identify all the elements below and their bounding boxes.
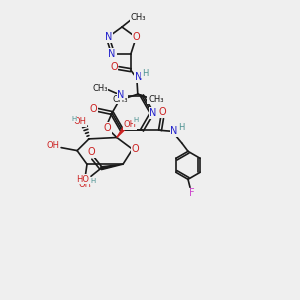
Text: H: H bbox=[71, 116, 76, 122]
Text: N: N bbox=[135, 72, 142, 82]
Text: O: O bbox=[158, 107, 166, 117]
Text: OH: OH bbox=[123, 120, 136, 129]
Text: H: H bbox=[133, 118, 139, 124]
Text: CH₃: CH₃ bbox=[112, 94, 128, 103]
Text: OH: OH bbox=[46, 141, 60, 150]
Text: F: F bbox=[189, 188, 195, 198]
Text: H: H bbox=[142, 69, 148, 78]
Text: O: O bbox=[133, 32, 140, 42]
Text: O: O bbox=[89, 104, 97, 114]
Text: CH₃: CH₃ bbox=[148, 94, 164, 103]
Text: O: O bbox=[87, 147, 95, 157]
Text: N: N bbox=[109, 49, 116, 59]
Text: HO: HO bbox=[76, 175, 89, 184]
Text: N: N bbox=[105, 32, 112, 42]
Text: CH₃: CH₃ bbox=[92, 84, 108, 93]
Text: OH: OH bbox=[79, 180, 92, 189]
Text: OH: OH bbox=[74, 117, 86, 126]
Text: H: H bbox=[90, 178, 96, 184]
Polygon shape bbox=[101, 164, 123, 170]
Polygon shape bbox=[117, 127, 126, 137]
Text: N: N bbox=[149, 108, 157, 118]
Text: O: O bbox=[132, 144, 140, 154]
Text: H: H bbox=[178, 123, 184, 132]
Text: N: N bbox=[117, 90, 125, 100]
Text: N: N bbox=[170, 126, 178, 136]
Text: O: O bbox=[103, 123, 111, 133]
Text: O: O bbox=[110, 62, 118, 72]
Text: CH₃: CH₃ bbox=[130, 13, 146, 22]
